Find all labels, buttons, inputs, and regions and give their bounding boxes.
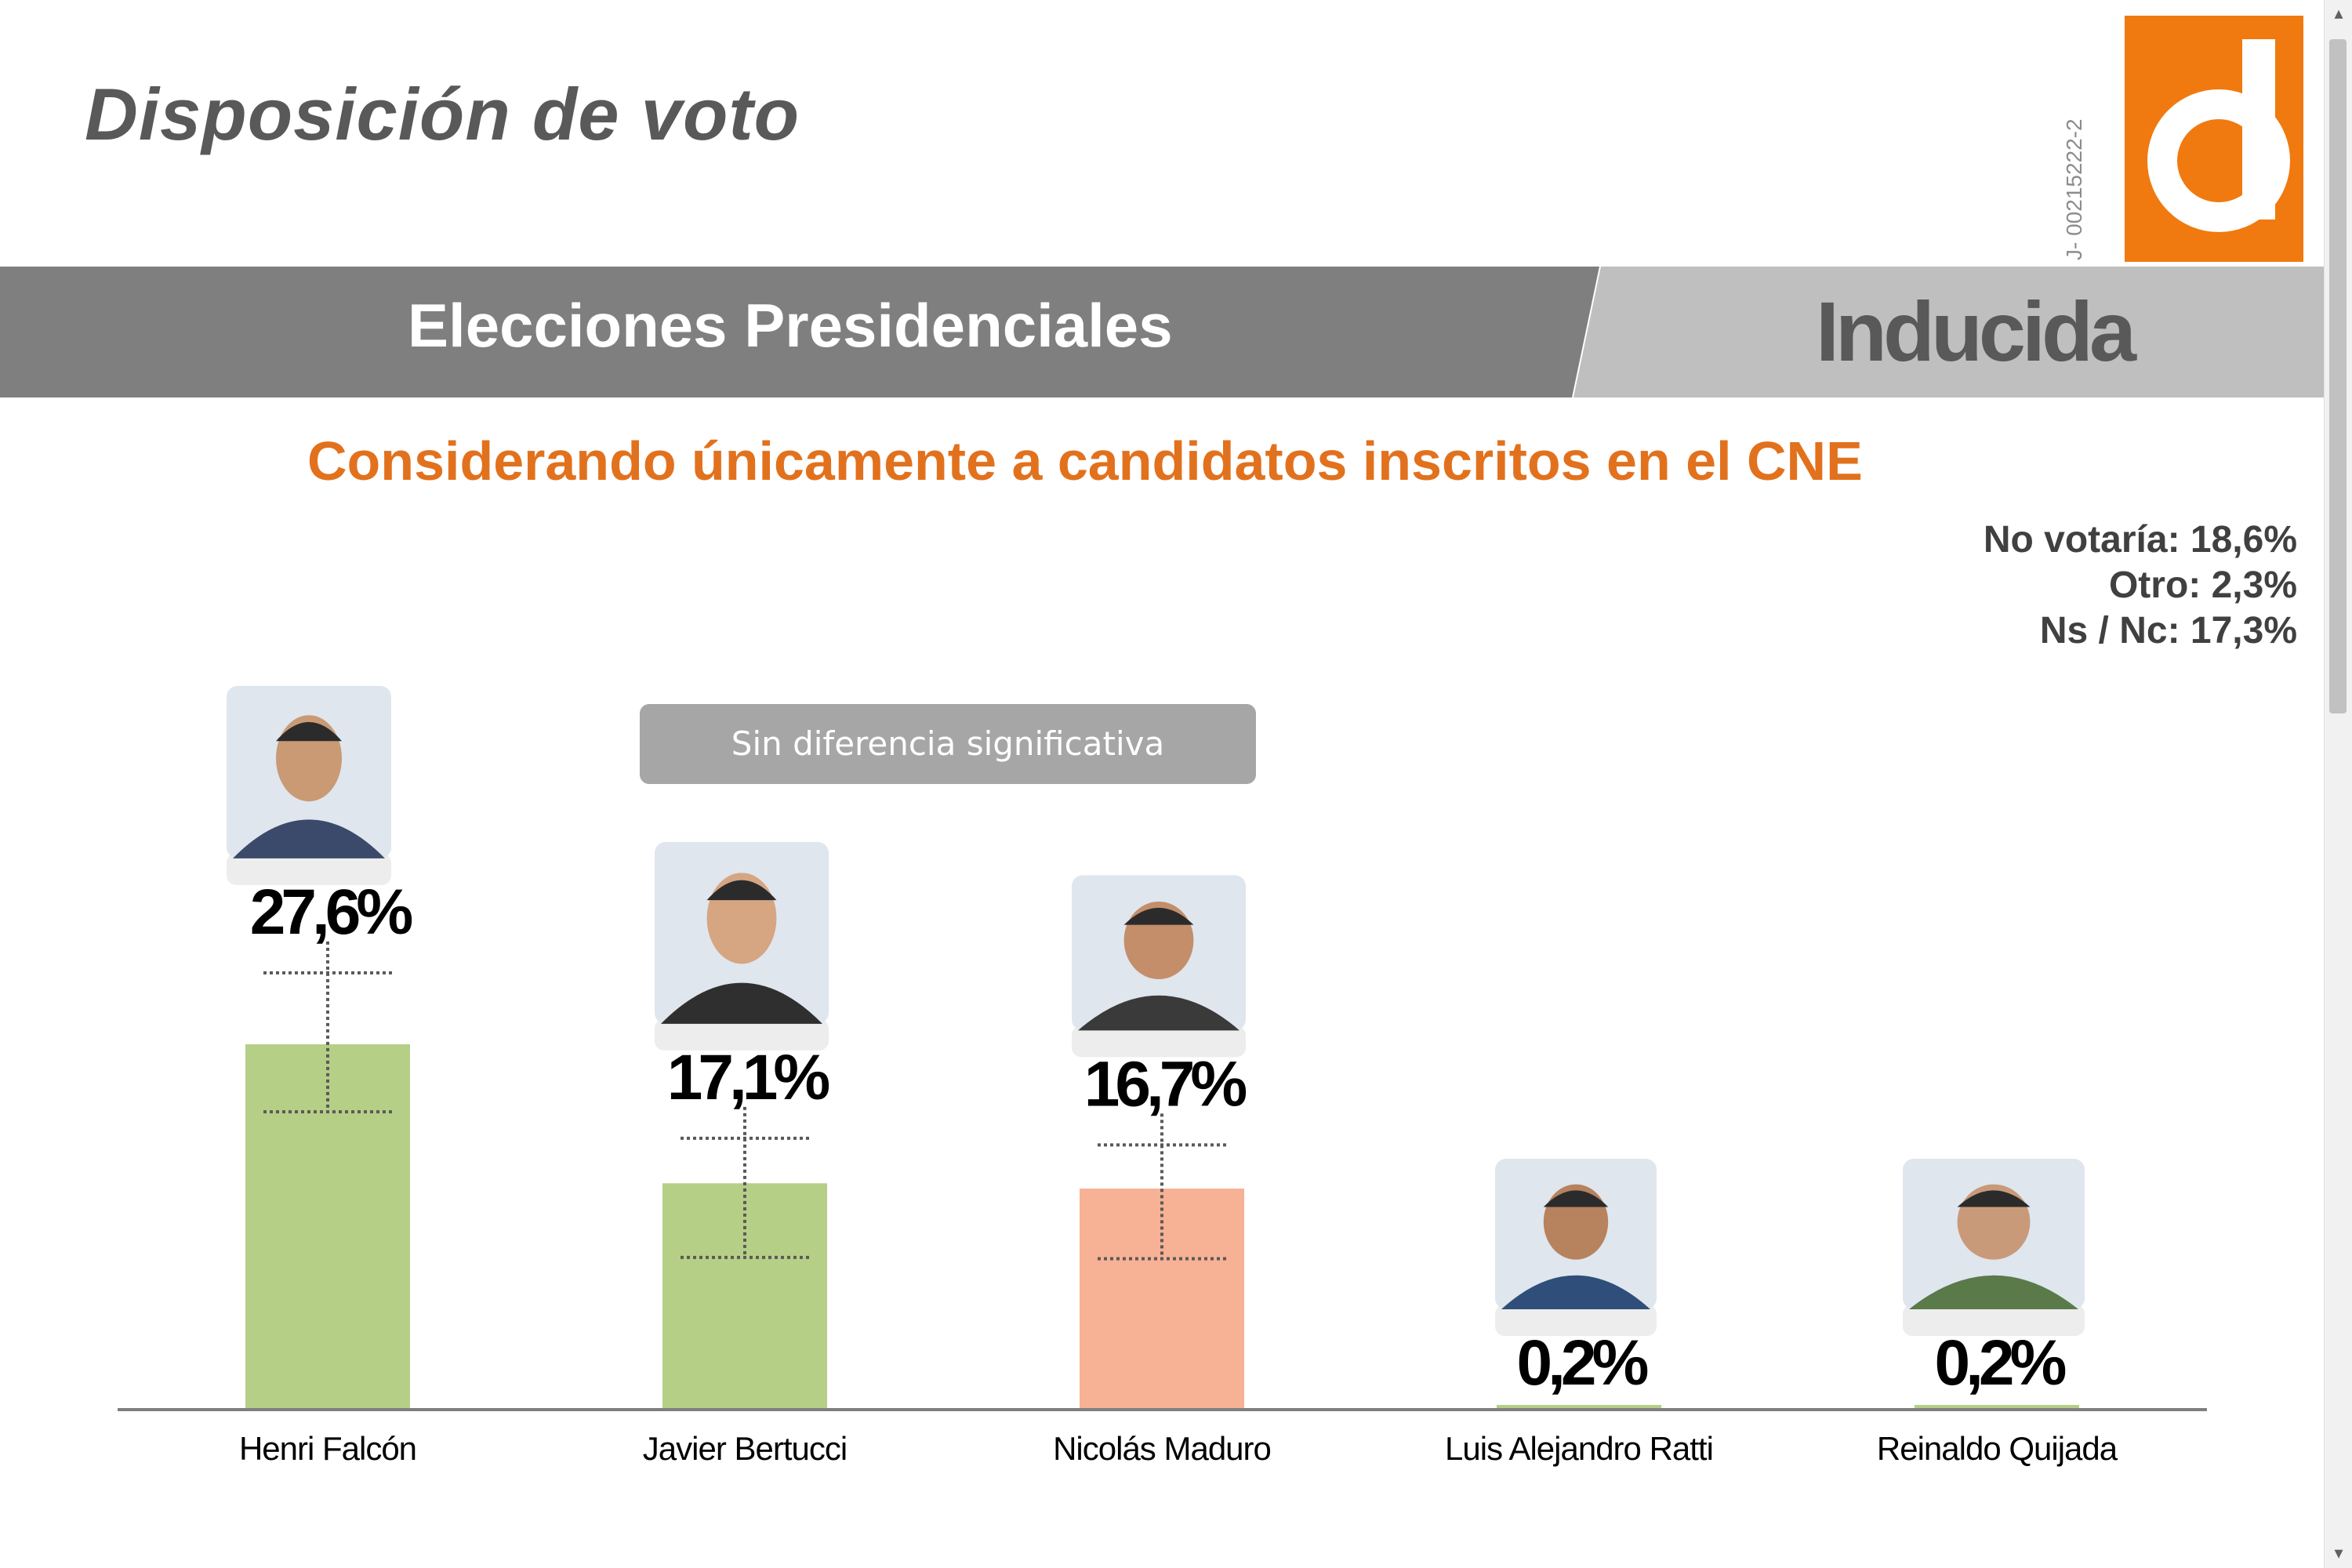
bar [1497, 1405, 1661, 1410]
candidate-photo-bertucci [655, 841, 829, 1051]
data-label: 16,7% [1084, 1048, 1247, 1120]
scroll-thumb[interactable] [2329, 39, 2347, 713]
vertical-scrollbar[interactable]: ▴ ▾ [2324, 0, 2352, 1568]
x-axis-tick-label: Nicolás Maduro [1053, 1430, 1271, 1467]
data-label: 0,2% [1517, 1327, 1648, 1399]
page-title: Disposición de voto [85, 73, 800, 155]
x-axis-tick-label: Reinaldo Quijada [1877, 1430, 2118, 1467]
section-band-shape [0, 267, 2325, 397]
bar [1080, 1189, 1244, 1410]
scroll-down-arrow-icon[interactable]: ▾ [2334, 1544, 2343, 1563]
candidate-photo-quijada [1903, 1159, 2085, 1336]
chart-subtitle: Considerando únicamente a candidatos ins… [307, 430, 1863, 492]
note-no-votaria: No votaría: 18,6% [1983, 519, 2297, 561]
section-band [0, 267, 2325, 397]
x-axis-tick-label: Luis Alejandro Ratti [1445, 1430, 1713, 1467]
significance-banner: Sin diferencia significativa [640, 704, 1256, 784]
bar [662, 1183, 827, 1410]
data-label: 17,1% [667, 1042, 829, 1113]
side-notes: No votaría: 18,6% Otro: 2,3% Ns / Nc: 17… [1984, 517, 2297, 654]
logo-d-icon [2125, 16, 2303, 262]
data-label: 0,2% [1935, 1327, 2066, 1399]
data-label: 27,6% [250, 877, 412, 948]
company-logo [2125, 16, 2303, 262]
bar [1915, 1405, 2079, 1410]
question-type-label: Inducida [1816, 284, 2136, 379]
candidate-photo-maduro [1072, 875, 1246, 1058]
election-type-label: Elecciones Presidenciales [408, 291, 1173, 360]
scroll-up-arrow-icon[interactable]: ▴ [2334, 4, 2343, 24]
candidate-photo-falcon [227, 685, 391, 885]
x-axis-tick-label: Henri Falcón [239, 1430, 416, 1467]
note-ns-nc: Ns / Nc: 17,3% [2039, 610, 2297, 652]
candidate-photo-ratti [1495, 1159, 1657, 1336]
x-axis-tick-label: Javier Bertucci [643, 1430, 847, 1467]
note-otro: Otro: 2,3% [2108, 564, 2297, 606]
